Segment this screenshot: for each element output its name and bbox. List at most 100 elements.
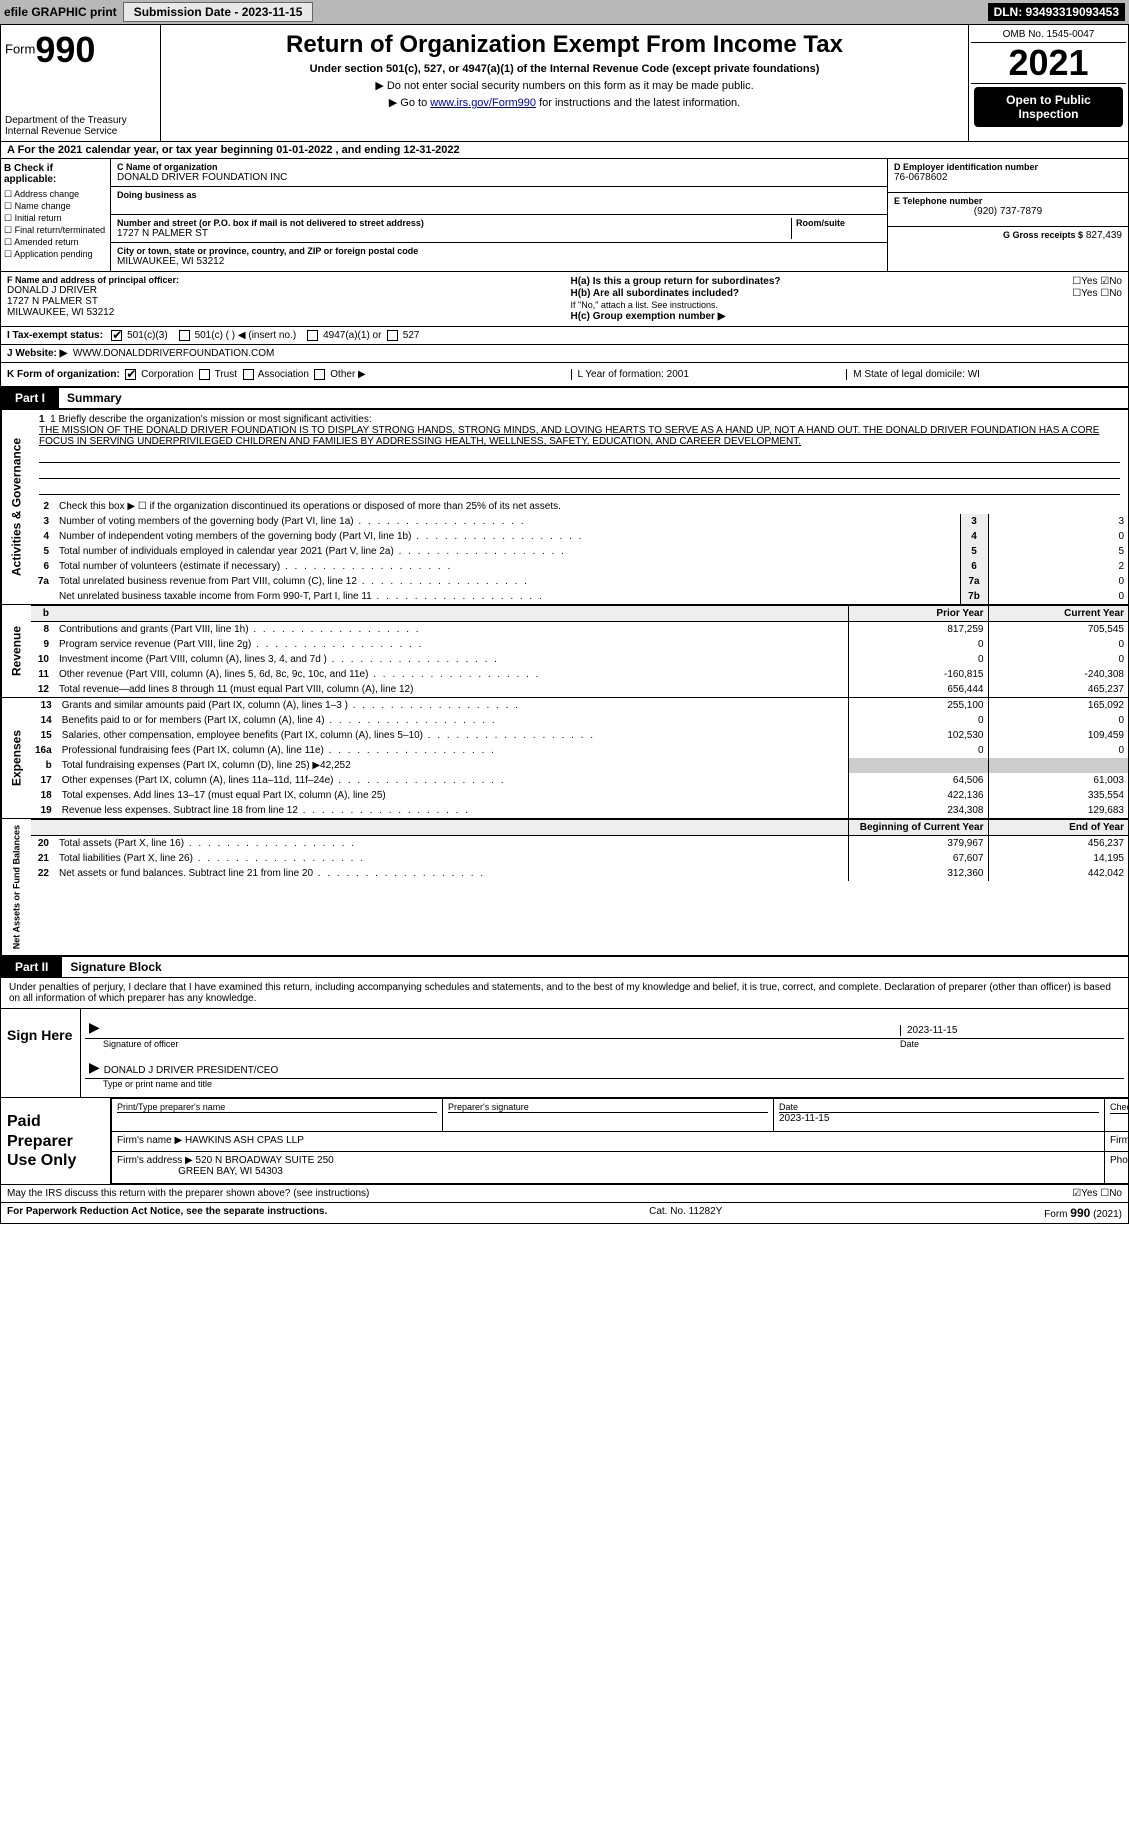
form-container: Form990 Department of the Treasury Inter…	[0, 24, 1129, 1224]
instructions-link-row: ▶ Go to www.irs.gov/Form990 for instruct…	[169, 96, 960, 109]
chk-trust[interactable]	[199, 369, 210, 380]
paid-row-2: Firm's name ▶ HAWKINS ASH CPAS LLP Firm'…	[112, 1131, 1129, 1151]
mission-text: THE MISSION OF THE DONALD DRIVER FOUNDAT…	[39, 425, 1120, 447]
row-j-website: J Website: ▶ WWW.DONALDDRIVERFOUNDATION.…	[1, 345, 1128, 363]
footer-right: Form 990 (2021)	[1044, 1206, 1122, 1220]
dln-label: DLN: 93493319093453	[988, 3, 1125, 21]
line-4: 4Number of independent voting members of…	[31, 529, 1128, 544]
omb-number: OMB No. 1545-0047	[971, 27, 1126, 43]
form-org-label: K Form of organization:	[7, 369, 120, 380]
tel-cell: E Telephone number (920) 737-7879	[888, 193, 1128, 227]
form-subtitle: Under section 501(c), 527, or 4947(a)(1)…	[169, 63, 960, 75]
discuss-answer[interactable]: ☑Yes ☐No	[1072, 1188, 1122, 1199]
chk-4947[interactable]	[307, 330, 318, 341]
line-3: 3Number of voting members of the governi…	[31, 514, 1128, 529]
dept-treasury: Department of the Treasury Internal Reve…	[5, 115, 156, 137]
line-15: 15Salaries, other compensation, employee…	[31, 728, 1128, 743]
firm-name-value: HAWKINS ASH CPAS LLP	[185, 1135, 304, 1146]
header-right: OMB No. 1545-0047 2021 Open to Public In…	[968, 25, 1128, 141]
part-i-title: Summary	[59, 391, 122, 405]
officer-city: MILWAUKEE, WI 53212	[7, 307, 559, 318]
gross-label: G Gross receipts $	[1003, 230, 1083, 240]
irs-link[interactable]: www.irs.gov/Form990	[430, 97, 536, 109]
line-10: 10Investment income (Part VIII, column (…	[31, 652, 1128, 667]
open-to-public: Open to Public Inspection	[974, 87, 1123, 127]
line-19: 19Revenue less expenses. Subtract line 1…	[31, 803, 1128, 818]
website-label: J Website: ▶	[7, 348, 67, 359]
gov-section: Activities & Governance 1 1 Briefly desc…	[1, 409, 1128, 604]
chk-initial-return[interactable]: ☐ Initial return	[4, 213, 107, 224]
name-title-label: Type or print name and title	[85, 1079, 1124, 1093]
footer-mid: Cat. No. 11282Y	[649, 1206, 722, 1220]
form-word: Form	[5, 41, 35, 56]
col-b-checkboxes: B Check if applicable: ☐ Address change …	[1, 159, 111, 271]
chk-association[interactable]	[243, 369, 254, 380]
h-a: H(a) Is this a group return for subordin…	[571, 276, 1123, 287]
h-b-answer[interactable]: ☐Yes ☐No	[1072, 288, 1122, 299]
sig-officer-label: Signature of officer	[103, 1039, 178, 1049]
chk-name-change[interactable]: ☐ Name change	[4, 201, 107, 212]
header-mid: Return of Organization Exempt From Incom…	[161, 25, 968, 141]
website-value: WWW.DONALDDRIVERFOUNDATION.COM	[73, 348, 274, 359]
org-name-label: C Name of organization	[117, 162, 881, 172]
officer-name-title: DONALD J DRIVER PRESIDENT/CEO	[104, 1065, 1120, 1076]
row-f-h: F Name and address of principal officer:…	[1, 272, 1128, 327]
chk-address-change[interactable]: ☐ Address change	[4, 189, 107, 200]
form-of-org: K Form of organization: Corporation Trus…	[1, 363, 565, 386]
line-11: 11Other revenue (Part VIII, column (A), …	[31, 667, 1128, 682]
sidebar-expenses: Expenses	[1, 698, 31, 818]
officer-signature-line[interactable]: ▶ 2023-11-15	[85, 1013, 1124, 1039]
arrow-icon-2: ▶	[89, 1059, 100, 1076]
firm-addr-2: GREEN BAY, WI 54303	[178, 1166, 283, 1177]
h-group-return: H(a) Is this a group return for subordin…	[565, 272, 1129, 326]
line-9: 9Program service revenue (Part VIII, lin…	[31, 637, 1128, 652]
self-employed-label[interactable]: Check ☐ if self-employed	[1110, 1102, 1129, 1114]
chk-final-return[interactable]: ☐ Final return/terminated	[4, 225, 107, 236]
h-b-note: If "No," attach a list. See instructions…	[571, 300, 1123, 310]
principal-officer: F Name and address of principal officer:…	[1, 272, 565, 326]
h-c: H(c) Group exemption number ▶	[571, 311, 1123, 322]
discuss-question: May the IRS discuss this return with the…	[7, 1188, 369, 1199]
line-13: 13Grants and similar amounts paid (Part …	[31, 698, 1128, 713]
signature-intro: Under penalties of perjury, I declare th…	[1, 978, 1128, 1009]
tel-value: (920) 737-7879	[894, 206, 1122, 217]
paid-row-3: Firm's address ▶ 520 N BROADWAY SUITE 25…	[112, 1151, 1129, 1183]
sidebar-net-assets: Net Assets or Fund Balances	[1, 819, 31, 955]
chk-corporation[interactable]	[125, 369, 136, 380]
line-12: 12Total revenue—add lines 8 through 11 (…	[31, 682, 1128, 697]
org-name-value: DONALD DRIVER FOUNDATION INC	[117, 172, 881, 183]
part-ii-bar: Part II Signature Block	[1, 957, 1128, 978]
net-col-headers: Beginning of Current Year End of Year	[31, 820, 1128, 836]
chk-other[interactable]	[314, 369, 325, 380]
tel-label: E Telephone number	[894, 196, 1122, 206]
col-c-name-address: C Name of organization DONALD DRIVER FOU…	[111, 159, 888, 271]
submission-date-button[interactable]: Submission Date - 2023-11-15	[123, 2, 314, 22]
city-cell: City or town, state or province, country…	[111, 243, 887, 271]
officer-name: DONALD J DRIVER	[7, 285, 559, 296]
line-17: 17Other expenses (Part IX, column (A), l…	[31, 773, 1128, 788]
rev-col-headers: b Prior Year Current Year	[31, 606, 1128, 622]
gov-table: 2 Check this box ▶ ☐ if the organization…	[31, 499, 1128, 604]
print-name-label: Print/Type preparer's name	[117, 1102, 437, 1113]
chk-amended-return[interactable]: ☐ Amended return	[4, 237, 107, 248]
line-20: 20Total assets (Part X, line 16)379,9674…	[31, 836, 1128, 852]
gross-cell: G Gross receipts $ 827,439	[888, 227, 1128, 261]
chk-527[interactable]	[387, 330, 398, 341]
year-state: L Year of formation: 2001 M State of leg…	[565, 363, 1129, 386]
year-formation: L Year of formation: 2001	[571, 369, 847, 380]
chk-501c[interactable]	[179, 330, 190, 341]
rev-section: Revenue b Prior Year Current Year 8Contr…	[1, 604, 1128, 697]
form-990: 990	[35, 29, 95, 70]
efile-bold: efile	[4, 5, 28, 19]
h-a-answer[interactable]: ☐Yes ☑No	[1072, 276, 1122, 287]
mission-blank-1	[39, 449, 1120, 463]
part-ii-title: Signature Block	[62, 960, 161, 974]
mission-lead: 1 Briefly describe the organization's mi…	[50, 414, 372, 425]
exp-table: 13Grants and similar amounts paid (Part …	[31, 698, 1128, 818]
chk-501c3[interactable]	[111, 330, 122, 341]
form-title: Return of Organization Exempt From Incom…	[169, 31, 960, 59]
header-left: Form990 Department of the Treasury Inter…	[1, 25, 161, 141]
sign-here-block: Sign Here ▶ 2023-11-15 Signature of offi…	[1, 1009, 1128, 1098]
col-b-lead: B Check if applicable:	[4, 163, 107, 185]
chk-application-pending[interactable]: ☐ Application pending	[4, 249, 107, 260]
